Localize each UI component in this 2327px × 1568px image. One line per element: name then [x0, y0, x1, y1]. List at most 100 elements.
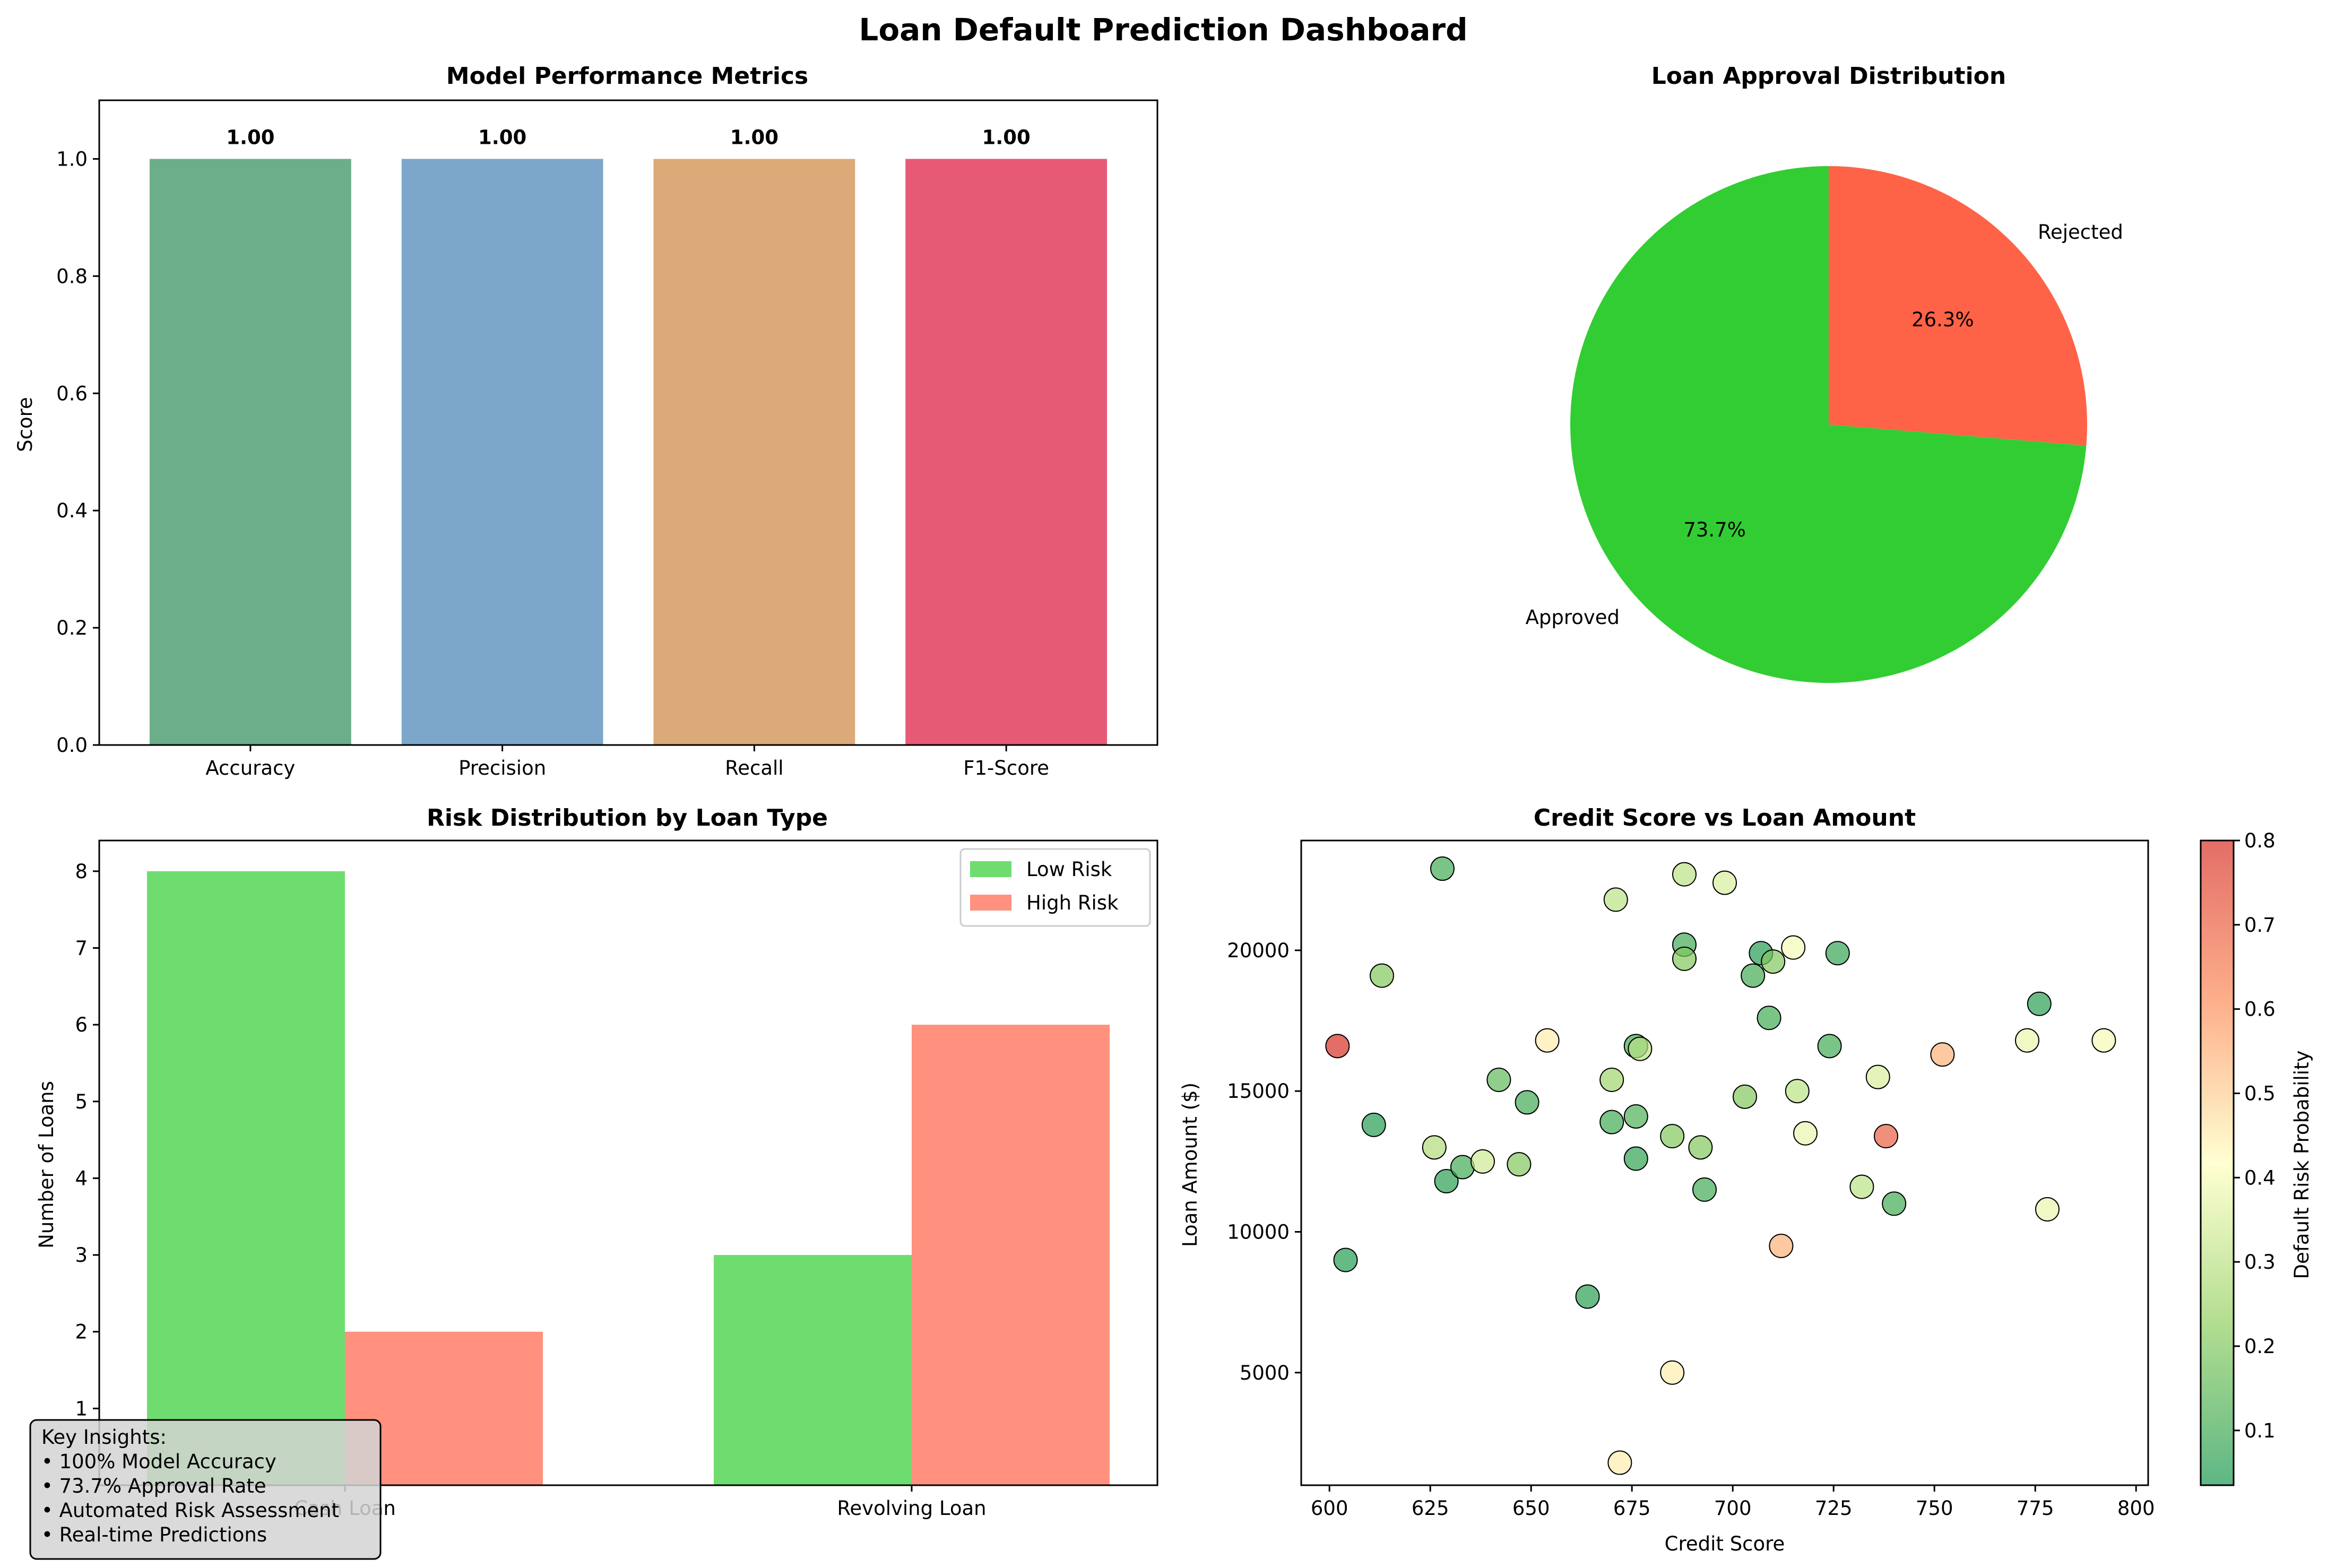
y-tick-label: 8 [75, 860, 88, 883]
scatter-point [1470, 1149, 1495, 1174]
x-tick-label: 600 [1311, 1497, 1348, 1520]
x-tick-label: Precision [459, 757, 546, 779]
scatter-point [1333, 1248, 1358, 1272]
risk-distribution-chart: Risk Distribution by Loan Type Number of… [35, 804, 1158, 1520]
x-tick-label: Revolving Loan [837, 1497, 986, 1520]
scatter-point [1865, 1064, 1890, 1089]
scatter-point [1623, 1146, 1648, 1171]
bar-value-label: 1.00 [478, 126, 526, 149]
y-axis-label: Score [14, 397, 37, 452]
bar-value-label: 1.00 [982, 126, 1030, 149]
y-tick-label: 5000 [1240, 1362, 1290, 1384]
scatter-point [1712, 870, 1737, 895]
scatter-point [1688, 1135, 1713, 1160]
x-tick-label: 750 [1916, 1497, 1953, 1520]
scatter-point [1930, 1042, 1955, 1067]
scatter-point [1515, 1090, 1539, 1115]
plot-frame [98, 99, 1158, 746]
y-tick-label: 7 [75, 937, 88, 960]
colorbar-gradient [2200, 839, 2235, 1486]
insights-background [29, 1419, 382, 1560]
colorbar-tick-label: 0.1 [2244, 1419, 2276, 1442]
bar-accuracy [149, 159, 351, 745]
insight-item: • 73.7% Approval Rate [41, 1475, 266, 1497]
y-axis-label: Loan Amount ($) [1179, 1082, 1201, 1247]
colorbar: 0.1 0.2 0.3 0.4 0.5 0.6 0.7 0.8 Default Risk Pr… [2200, 829, 2313, 1486]
scatter-point [1793, 1121, 1818, 1146]
scatter-point [1692, 1177, 1717, 1202]
scatter-point [1785, 1079, 1810, 1104]
scatter-point [1607, 1450, 1632, 1475]
x-tick-label: Accuracy [205, 757, 295, 779]
scatter-point [1741, 963, 1766, 988]
chart-title: Loan Approval Distribution [1651, 63, 2006, 90]
pie-percent-label: 26.3% [1911, 308, 1974, 331]
bar-precision [401, 159, 603, 745]
x-tick-label: 700 [1714, 1497, 1752, 1520]
model-performance-chart: Model Performance Metrics Score 0.0 0.2 0.… [14, 63, 1158, 779]
bar-recall [653, 159, 855, 745]
x-tick-label: 650 [1512, 1497, 1550, 1520]
scatter-point [1781, 935, 1806, 960]
scatter-point [1733, 1084, 1757, 1109]
bar-value-label: 1.00 [226, 126, 274, 149]
insight-item: • 100% Model Accuracy [41, 1450, 276, 1473]
y-tick-label: 1.0 [56, 148, 88, 170]
scatter-point [1361, 1112, 1386, 1137]
scatter-point [1769, 1234, 1794, 1259]
scatter-point [1599, 1067, 1624, 1092]
scatter-point [1849, 1174, 1874, 1199]
scatter-point [1535, 1028, 1560, 1053]
scatter-point [1757, 1006, 1781, 1030]
y-tick-label: 10000 [1227, 1220, 1290, 1243]
key-insights-box: Key Insights: • 100% Model Accuracy • 73… [29, 1419, 382, 1560]
scatter-point [1628, 1036, 1653, 1061]
y-tick-label: 5 [75, 1090, 88, 1113]
scatter-point [1672, 946, 1697, 971]
scatter-point [1623, 1104, 1648, 1129]
scatter-point [1882, 1191, 1907, 1216]
scatter-point [1874, 1124, 1898, 1149]
scatter-point [1507, 1152, 1532, 1177]
scatter-point [1370, 963, 1394, 988]
y-tick-label: 15000 [1227, 1080, 1290, 1103]
pie-slice-approved [1570, 166, 2087, 683]
insight-item: • Real-time Predictions [41, 1523, 267, 1546]
bar-low-risk [147, 871, 345, 1485]
loan-approval-pie-chart: Loan Approval Distribution Approved 73.7%… [1526, 63, 2123, 683]
scatter-point [2091, 1028, 2116, 1053]
dashboard-title: Loan Default Prediction Dashboard [859, 12, 1467, 48]
scatter-point [1599, 1110, 1624, 1134]
x-tick-label: 625 [1412, 1497, 1449, 1520]
x-tick-label: 725 [1815, 1497, 1853, 1520]
scatter-point [1672, 862, 1697, 887]
bar-f1-score [905, 159, 1108, 745]
colorbar-tick-label: 0.5 [2244, 1082, 2276, 1105]
scatter-point [1817, 1034, 1842, 1059]
scatter-point [1434, 1168, 1459, 1193]
credit-score-scatter-chart: Credit Score vs Loan Amount Credit Score… [1179, 804, 2313, 1555]
legend: Low Risk High Risk [959, 848, 1151, 927]
x-tick-label: Recall [725, 757, 783, 779]
y-tick-label: 0.0 [56, 734, 88, 757]
legend-label-high-risk: High Risk [1026, 891, 1119, 914]
colorbar-tick-label: 0.7 [2244, 914, 2276, 937]
colorbar-tick-label: 0.6 [2244, 998, 2276, 1021]
scatter-point [1660, 1360, 1685, 1385]
insight-item: • Automated Risk Assessment [41, 1499, 339, 1522]
colorbar-tick-label: 0.3 [2244, 1251, 2276, 1274]
x-tick-label: F1-Score [963, 757, 1049, 779]
pie-percent-label: 73.7% [1683, 518, 1746, 541]
scatter-point [1325, 1034, 1350, 1059]
scatter-point [2035, 1197, 2060, 1222]
colorbar-tick-label: 0.8 [2244, 829, 2276, 852]
y-tick-label: 0.6 [56, 382, 88, 405]
colorbar-tick-label: 0.4 [2244, 1166, 2276, 1189]
y-tick-label: 0.8 [56, 265, 88, 288]
bar-low-risk [714, 1255, 912, 1485]
y-tick-label: 1 [75, 1397, 88, 1420]
bar-value-label: 1.00 [730, 126, 778, 149]
legend-swatch-low-risk [970, 861, 1011, 877]
legend-label-low-risk: Low Risk [1026, 858, 1112, 881]
